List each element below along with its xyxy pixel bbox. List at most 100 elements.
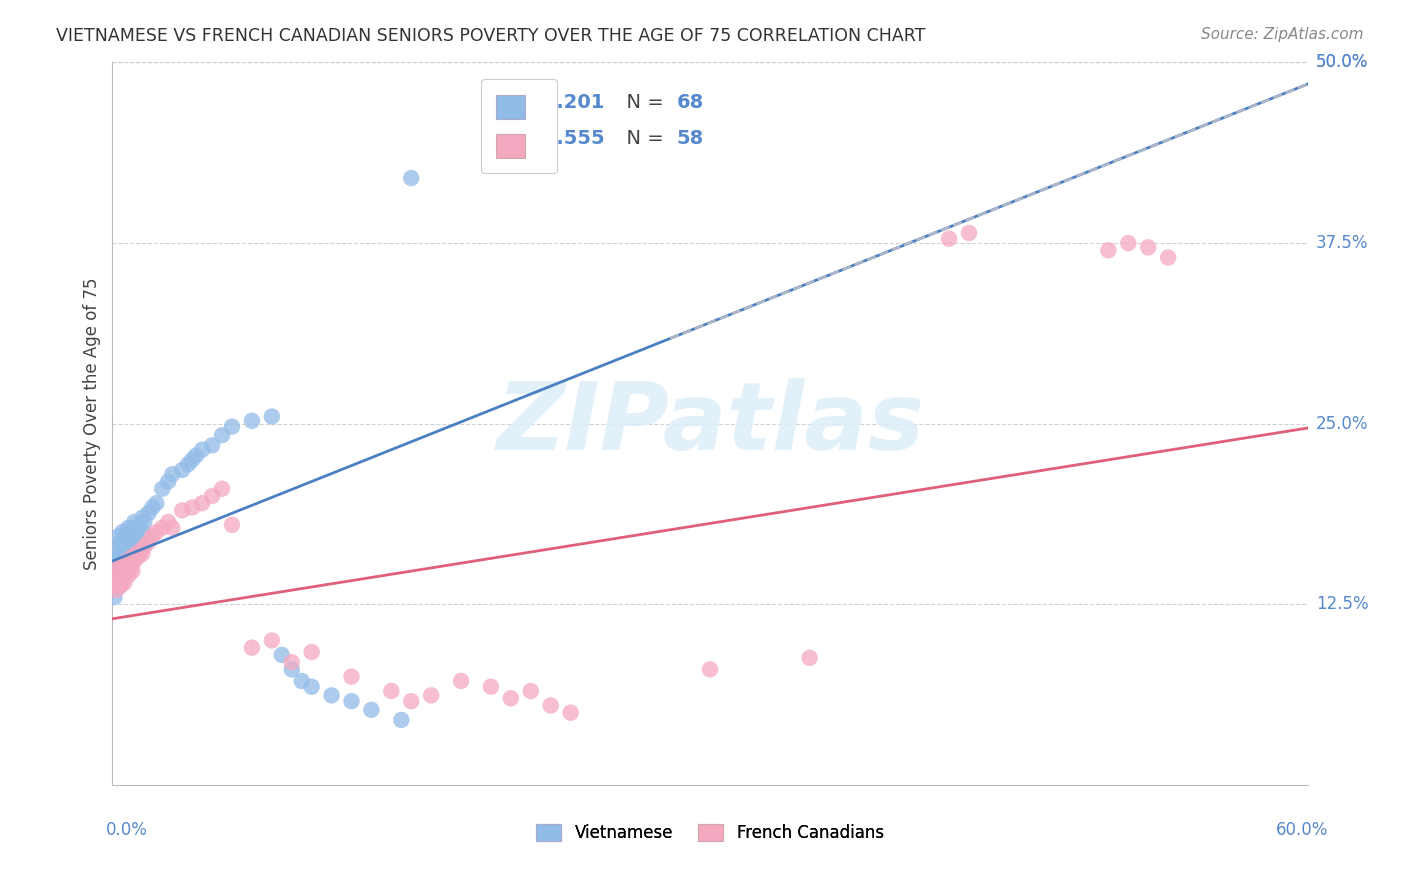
Text: 0.555: 0.555 [543,128,605,148]
Point [127,521,149,535]
Point [145,496,167,510]
Point [141,500,163,515]
Point [125,524,148,539]
Point [117,554,139,568]
Text: 50.0%: 50.0% [1316,54,1368,71]
Point [191,496,214,510]
Point [105,582,128,597]
Point [114,540,135,554]
Point [127,535,149,549]
Point [110,578,132,592]
Point [103,554,125,568]
Point [301,680,323,694]
Point [221,419,243,434]
Point [107,575,129,590]
Point [107,564,129,578]
Point [107,561,129,575]
Point [114,533,135,547]
Point [115,554,138,568]
Point [260,409,283,424]
Point [124,533,146,547]
Point [301,645,323,659]
Point [389,713,412,727]
Point [111,544,134,558]
Point [186,449,208,463]
Point [107,554,129,568]
Point [103,575,125,590]
Point [131,547,153,561]
Point [110,558,132,573]
Text: 68: 68 [676,93,704,112]
Point [157,515,180,529]
Point [150,482,173,496]
Point [115,549,138,564]
Point [221,517,243,532]
Text: 58: 58 [676,128,704,148]
Point [105,549,128,564]
Point [103,590,125,604]
Point [114,564,135,578]
Point [191,442,214,457]
Point [340,694,363,708]
Point [260,633,283,648]
Point [121,564,143,578]
Point [110,535,132,549]
Point [110,578,132,592]
Point [121,549,143,564]
Point [281,655,304,669]
Text: N =: N = [614,128,671,148]
Text: Source: ZipAtlas.com: Source: ZipAtlas.com [1201,27,1364,42]
Point [111,558,134,573]
Point [103,578,125,592]
Point [114,564,135,578]
Point [138,506,160,520]
Text: 37.5%: 37.5% [1316,234,1368,252]
Point [105,561,128,575]
Point [380,684,402,698]
Point [401,694,423,708]
Point [201,489,224,503]
Point [162,521,183,535]
Point [450,673,472,688]
Point [240,414,263,428]
Point [107,573,129,587]
Point [1097,244,1119,258]
Point [150,521,173,535]
Point [799,650,821,665]
Text: 60.0%: 60.0% [1277,821,1329,838]
Point [127,549,149,564]
Point [124,554,146,568]
Point [114,575,135,590]
Point [340,669,363,683]
Point [115,524,138,539]
Text: 0.201: 0.201 [543,93,605,112]
Point [110,547,132,561]
Point [157,475,180,489]
Point [115,535,138,549]
Y-axis label: Seniors Poverty Over the Age of 75: Seniors Poverty Over the Age of 75 [83,277,101,570]
Text: N =: N = [614,93,671,112]
Point [401,171,423,186]
Text: 12.5%: 12.5% [1316,595,1368,614]
Point [124,515,146,529]
Text: ZIPatlas: ZIPatlas [496,377,924,470]
Point [162,467,183,482]
Point [177,457,200,471]
Point [131,510,153,524]
Point [560,706,582,720]
Point [499,691,522,706]
Point [120,544,142,558]
Point [321,689,343,703]
Point [1157,251,1180,265]
Point [117,535,139,549]
Point [211,428,233,442]
Point [181,452,204,467]
Point [211,482,233,496]
Text: R =: R = [489,93,531,112]
Point [181,500,204,515]
Point [107,529,129,543]
Legend: Vietnamese, French Canadians: Vietnamese, French Canadians [530,817,890,849]
Point [134,515,156,529]
Point [121,521,143,535]
Point [111,568,134,582]
